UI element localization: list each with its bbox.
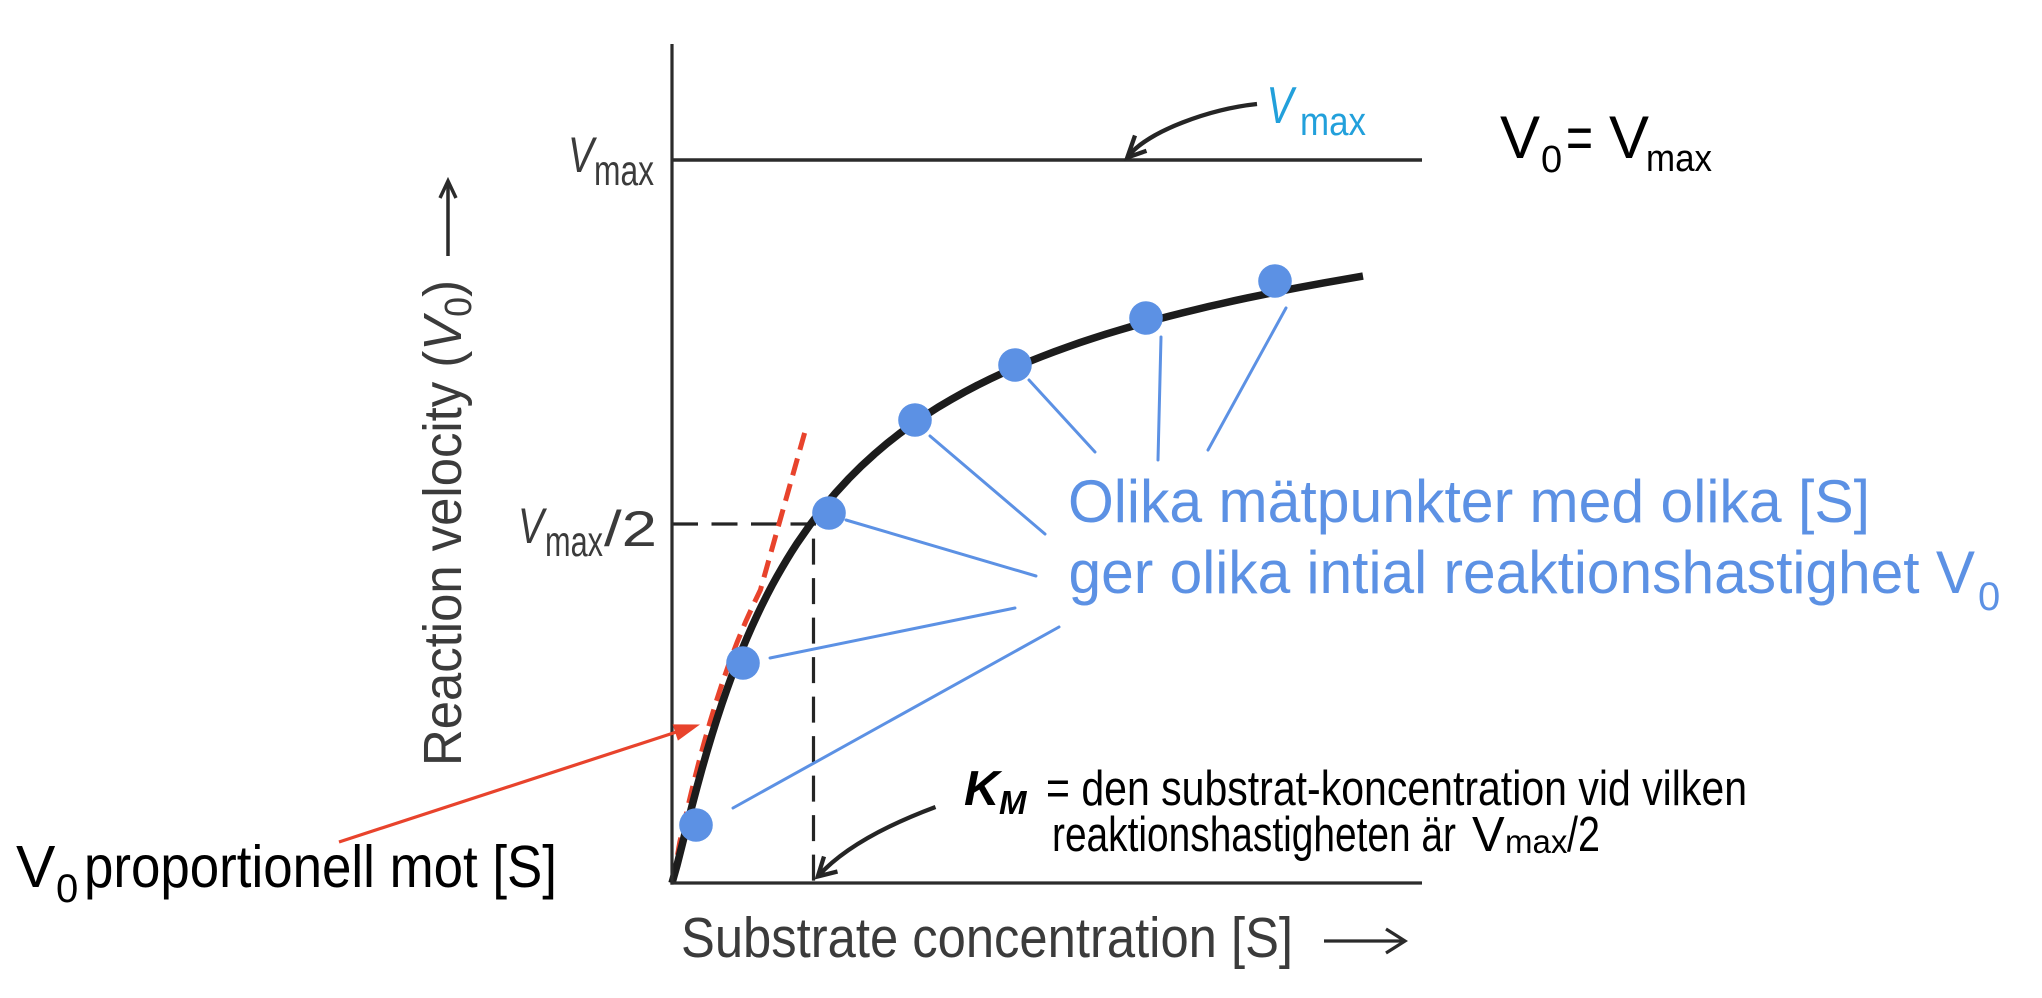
- svg-text:K: K: [964, 762, 1003, 816]
- svg-text:max: max: [1505, 823, 1568, 860]
- svg-text:/2: /2: [1567, 808, 1600, 862]
- svg-text:/2: /2: [604, 501, 657, 557]
- svg-text:Olika mätpunkter med olika [S]: Olika mätpunkter med olika [S]: [1068, 468, 1870, 535]
- svg-text:Reaction velocity (V0): Reaction velocity (V0): [413, 280, 480, 766]
- svg-text:= den substrat-koncentration v: = den substrat-koncentration vid vilken: [1046, 762, 1747, 816]
- svg-text:V: V: [1609, 104, 1649, 171]
- svg-text:0: 0: [1541, 139, 1562, 181]
- svg-text:V: V: [1500, 104, 1540, 171]
- svg-text:0: 0: [56, 867, 78, 911]
- svg-text:Substrate concentration [S]: Substrate concentration [S]: [681, 906, 1293, 970]
- svg-text:M: M: [999, 784, 1028, 821]
- svg-text:=: =: [1566, 104, 1593, 171]
- svg-text:max: max: [594, 147, 654, 195]
- svg-text:reaktionshastigheten är: reaktionshastigheten är: [1052, 808, 1456, 862]
- svg-text:proportionell mot [S]: proportionell mot [S]: [84, 834, 557, 900]
- svg-text:ger olika intial reaktionshast: ger olika intial reaktionshastighet V: [1069, 539, 1976, 606]
- svg-text:V: V: [16, 834, 56, 900]
- svg-text:0: 0: [1978, 575, 2000, 619]
- svg-text:V: V: [518, 498, 548, 554]
- svg-text:max: max: [545, 518, 603, 566]
- svg-text:max: max: [1646, 138, 1712, 180]
- svg-text:V: V: [1472, 808, 1505, 862]
- svg-text:V: V: [1267, 77, 1297, 135]
- svg-text:max: max: [1300, 100, 1366, 144]
- svg-text:V: V: [568, 127, 598, 183]
